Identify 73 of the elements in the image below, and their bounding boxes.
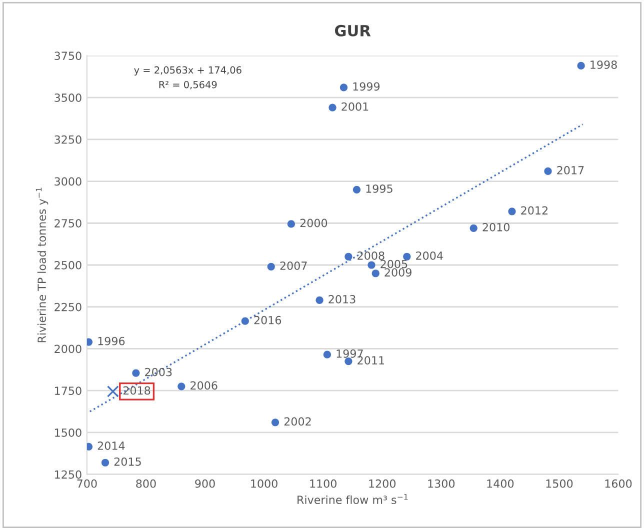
point	[323, 350, 332, 358]
annotation: 2001	[342, 102, 368, 111]
annotation: 2015	[114, 457, 141, 466]
point	[86, 442, 93, 451]
annotation: 2005	[380, 260, 408, 268]
y-tick-label: 3000	[54, 177, 82, 186]
point	[352, 186, 361, 194]
annotation: 2004	[416, 251, 443, 260]
y-tick-label: 1500	[55, 428, 82, 437]
point	[316, 296, 324, 304]
annotation: 2002	[284, 417, 311, 426]
y-tick-label: 1250	[55, 470, 82, 479]
annotation: 1997	[336, 349, 363, 358]
point	[101, 458, 110, 466]
annotation: 1998	[590, 60, 617, 69]
point	[344, 252, 352, 260]
annotation: 2013	[328, 294, 356, 304]
x-tick-label: 800	[136, 479, 156, 488]
annotation: 2010	[482, 222, 510, 232]
point	[372, 270, 380, 278]
annotation: 2006	[190, 381, 218, 390]
y-tick-label: 3500	[54, 93, 82, 102]
point	[577, 62, 585, 70]
point	[106, 385, 119, 398]
annotation: 2012	[521, 206, 548, 215]
chart-title: GUR	[334, 24, 371, 36]
x-axis-title: Riverine flow m³ s$^{−1}$	[298, 494, 408, 504]
y-tick-label: 1750	[55, 386, 82, 395]
x-tick-label: 900	[195, 479, 215, 488]
x-tick-label: 1500	[546, 479, 573, 488]
annotation: 1999	[353, 82, 380, 91]
annotation: 2009	[384, 268, 412, 277]
point	[340, 84, 348, 92]
annotation: 2016	[254, 316, 282, 324]
y-tick-label: 2500	[54, 260, 82, 270]
y-tick-label: 2000	[54, 344, 82, 354]
annotation: y = 2,0563x + 174,06	[134, 66, 242, 76]
point	[344, 358, 352, 366]
annotation: 2007	[280, 261, 307, 270]
series-label: 2018	[123, 386, 150, 395]
annotation: 2011	[358, 356, 384, 365]
x-tick-label: 700	[77, 479, 97, 488]
x-tick-label: 1300	[428, 479, 455, 488]
y-tick-label: 3750	[54, 52, 82, 60]
point	[328, 104, 336, 112]
x-tick-label: 1400	[487, 479, 514, 488]
annotation: 2017	[557, 166, 584, 174]
annotation: R² = 0,5649	[159, 80, 217, 90]
point	[267, 262, 275, 270]
point	[368, 261, 376, 269]
x-tick-label: 1000	[251, 479, 278, 488]
y-tick-label: 3250	[54, 135, 82, 144]
point	[544, 167, 552, 176]
point	[403, 252, 411, 260]
x-tick-label: 1200	[369, 479, 396, 488]
point	[86, 338, 93, 346]
x-tick-label: 1600	[605, 479, 632, 488]
annotation: 1996	[98, 336, 125, 346]
point	[241, 317, 249, 325]
annotation: 2000	[300, 218, 328, 228]
annotation: 1995	[366, 184, 392, 193]
x-tick-label: 1100	[310, 479, 336, 488]
annotation: 2014	[98, 442, 125, 450]
y-axis-title: Rivierine TP load tonnes y$^{−1}$	[36, 188, 48, 342]
y-tick-label: 2750	[54, 219, 82, 228]
point	[287, 220, 295, 228]
point	[271, 418, 280, 426]
point	[508, 208, 516, 216]
point	[178, 382, 186, 390]
point	[132, 369, 140, 377]
y-tick-label: 2250	[54, 302, 82, 312]
point	[470, 224, 478, 232]
annotation: 2008	[358, 251, 384, 260]
